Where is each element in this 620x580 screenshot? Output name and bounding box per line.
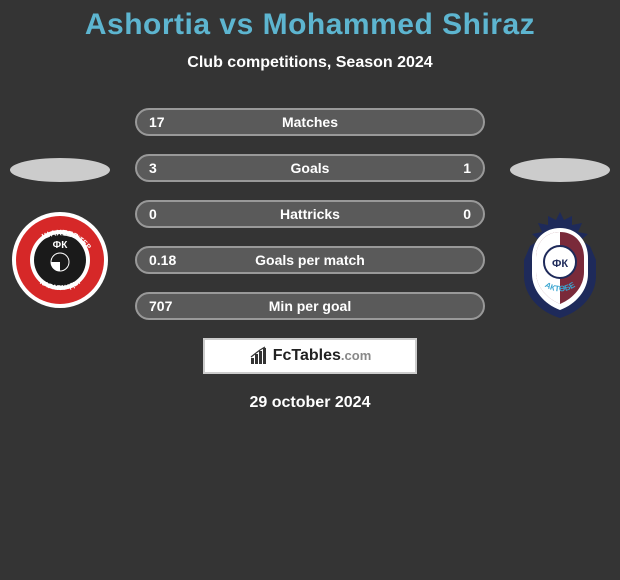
- stat-label: Goals per match: [209, 252, 411, 268]
- club-badge-left: ФК ШАХТЕР ШАХТЕР КАРАГАНДЫ: [10, 210, 110, 310]
- club-badge-right: ФК АКТӨБЕ: [510, 210, 610, 320]
- brand-inner: FcTables.com: [205, 340, 415, 372]
- brand-tables: Tables: [291, 347, 341, 365]
- stat-row-goals: 3 Goals 1: [135, 154, 485, 182]
- stat-row-matches: 17 Matches: [135, 108, 485, 136]
- stat-left-value: 0: [149, 206, 209, 222]
- brand-text: FcTables.com: [273, 347, 372, 365]
- stat-left-value: 707: [149, 298, 209, 314]
- brand-box[interactable]: FcTables.com: [203, 338, 417, 374]
- comparison-card: Ashortia vs Mohammed Shiraz Club competi…: [0, 0, 620, 412]
- main-area: ФК ШАХТЕР ШАХТЕР КАРАГАНДЫ: [0, 108, 620, 412]
- svg-text:ФК: ФК: [53, 240, 69, 251]
- chart-icon: [249, 346, 269, 366]
- svg-text:ФК: ФК: [552, 258, 568, 270]
- stat-label: Goals: [209, 160, 411, 176]
- stat-left-value: 17: [149, 114, 209, 130]
- stat-label: Matches: [209, 114, 411, 130]
- right-player-badge-area: ФК АКТӨБЕ: [510, 158, 610, 320]
- stat-row-min-per-goal: 707 Min per goal: [135, 292, 485, 320]
- player-flag-placeholder-left: [10, 158, 110, 182]
- player-flag-placeholder-right: [510, 158, 610, 182]
- stat-label: Hattricks: [209, 206, 411, 222]
- stat-label: Min per goal: [209, 298, 411, 314]
- page-title: Ashortia vs Mohammed Shiraz: [0, 8, 620, 42]
- stat-right-value: 0: [411, 206, 471, 222]
- brand-fc: Fc: [273, 347, 292, 365]
- brand-com: .com: [341, 348, 371, 363]
- stats-list: 17 Matches 3 Goals 1 0 Hattricks 0 0.18 …: [135, 108, 485, 320]
- left-player-badge-area: ФК ШАХТЕР ШАХТЕР КАРАГАНДЫ: [10, 158, 110, 310]
- stat-right-value: 1: [411, 160, 471, 176]
- stat-row-goals-per-match: 0.18 Goals per match: [135, 246, 485, 274]
- stat-left-value: 0.18: [149, 252, 209, 268]
- stat-left-value: 3: [149, 160, 209, 176]
- stat-row-hattricks: 0 Hattricks 0: [135, 200, 485, 228]
- date-label: 29 october 2024: [0, 394, 620, 412]
- subtitle: Club competitions, Season 2024: [0, 54, 620, 72]
